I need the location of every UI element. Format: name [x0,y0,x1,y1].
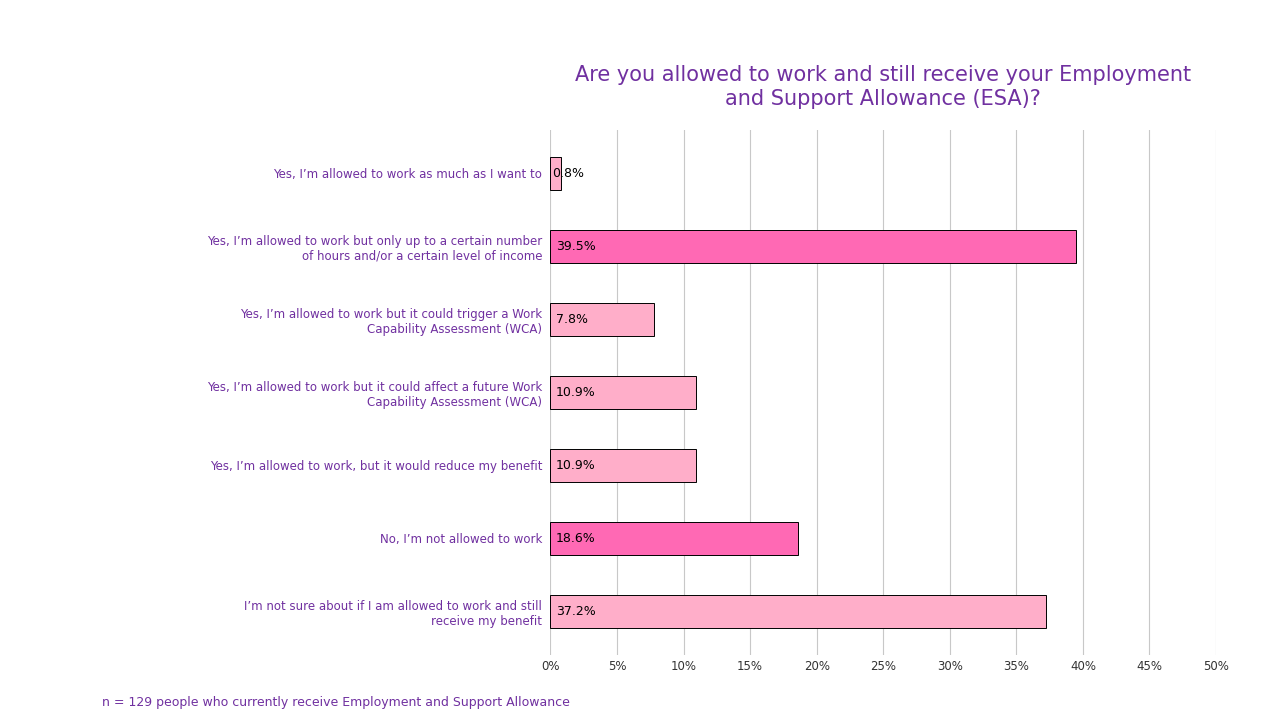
Bar [550,303,654,336]
Text: 39.5%: 39.5% [556,240,595,253]
Text: 0.8%: 0.8% [553,167,585,180]
Bar [550,157,561,190]
Bar [550,522,797,555]
Text: n = 129 people who currently receive Employment and Support Allowance: n = 129 people who currently receive Emp… [102,696,571,708]
Text: 10.9%: 10.9% [556,386,595,399]
Bar [550,230,1076,263]
Bar [550,595,1046,628]
Text: 37.2%: 37.2% [556,605,595,618]
Title: Are you allowed to work and still receive your Employment
and Support Allowance : Are you allowed to work and still receiv… [575,66,1192,109]
Bar [550,449,695,482]
Text: 7.8%: 7.8% [556,313,588,326]
Bar [550,376,695,409]
Text: 10.9%: 10.9% [556,459,595,472]
Text: 18.6%: 18.6% [556,532,595,545]
